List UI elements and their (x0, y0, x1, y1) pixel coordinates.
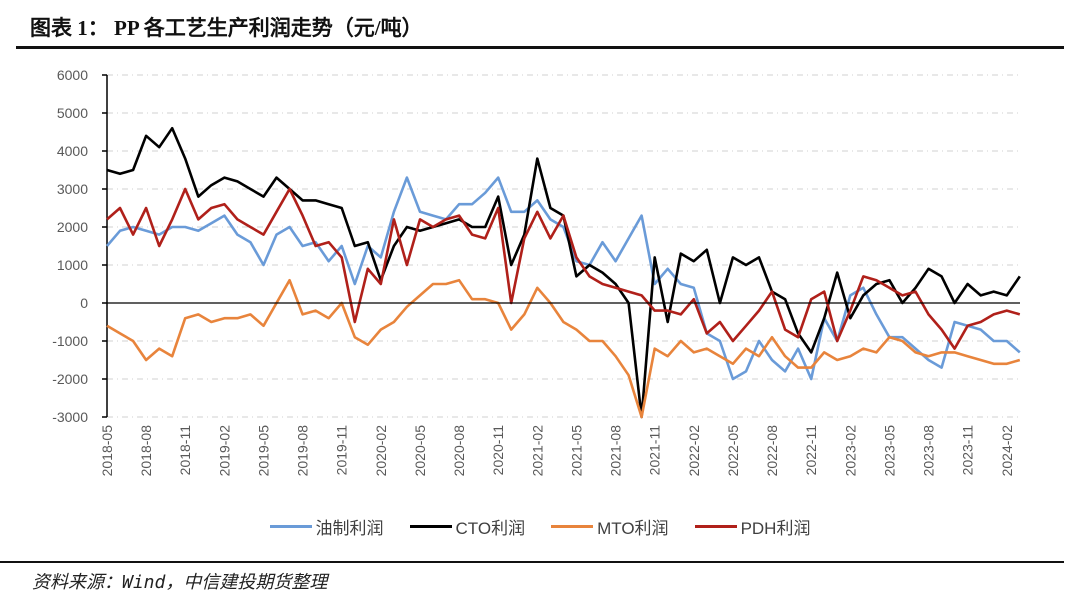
y-tick-label: -1000 (52, 333, 88, 349)
x-tick-label: 2020-11 (490, 425, 506, 476)
y-tick-label: 2000 (57, 219, 88, 235)
x-tick-label: 2019-05 (255, 425, 271, 477)
gridlines (107, 74, 1020, 418)
series-line-1 (106, 126, 1021, 419)
legend-item: MTO利润 (551, 514, 669, 539)
y-tick-label: 6000 (57, 67, 88, 83)
y-tick-label: 5000 (57, 105, 88, 121)
legend-item: 油制利润 (269, 514, 384, 539)
x-tick-label: 2019-08 (295, 425, 311, 477)
x-tick-label: 2021-08 (608, 425, 624, 477)
x-tick-label: 2023-05 (881, 425, 897, 477)
x-tick-label: 2020-08 (451, 425, 467, 477)
x-tick-label: 2020-02 (373, 425, 389, 477)
y-axis: 6000 5000 4000 3000 2000 1000 0 -1000 -2000 -3000 (52, 67, 108, 425)
x-tick-label: 2022-11 (803, 425, 819, 476)
footer-divider (0, 561, 1064, 563)
y-tick-label: -2000 (52, 371, 88, 387)
x-tick-label: 2019-02 (216, 425, 232, 477)
x-tick-label: 2022-08 (764, 425, 780, 477)
x-tick-label: 2020-05 (412, 425, 428, 477)
x-tick-label: 2019-11 (334, 425, 350, 476)
series-line-3 (106, 187, 1021, 350)
x-tick-label: 2021-02 (529, 425, 545, 477)
y-tick-label: 0 (80, 295, 88, 311)
legend-swatch (694, 525, 737, 528)
title-divider (16, 46, 1064, 49)
x-tick-label: 2023-02 (842, 425, 858, 477)
x-tick-label: 2024-02 (999, 425, 1015, 477)
x-tick-label: 2021-11 (647, 425, 663, 476)
series-line-2 (106, 278, 1021, 419)
legend-swatch (269, 525, 312, 528)
source-note: 资料来源：Wind，中信建投期货整理 (32, 572, 328, 593)
legend-label: PDH利润 (740, 519, 811, 538)
x-tick-label: 2018-11 (177, 425, 193, 476)
x-tick-label: 2022-05 (725, 425, 741, 477)
legend-label: CTO利润 (455, 519, 526, 538)
legend-label: 油制利润 (315, 519, 384, 538)
legend: 油制利润 CTO利润 MTO利润 PDH利润 (0, 514, 1080, 539)
x-axis: 2018-05 2018-08 2018-11 2019-02 2019-05 2019-… (99, 425, 1015, 477)
x-tick-label: 2021-05 (568, 425, 584, 477)
y-tick-label: 1000 (57, 257, 88, 273)
x-tick-label: 2023-08 (921, 425, 937, 477)
chart-title: 图表 1： PP 各工艺生产利润走势（元/吨） (30, 16, 423, 40)
legend-swatch (551, 525, 594, 528)
legend-label: MTO利润 (597, 519, 669, 538)
legend-item: CTO利润 (409, 514, 526, 539)
series-lines (106, 126, 1021, 419)
x-tick-label: 2022-02 (686, 425, 702, 477)
series-line-0 (106, 176, 1021, 381)
y-tick-label: -3000 (52, 409, 88, 425)
x-tick-label: 2023-11 (960, 425, 976, 476)
y-tick-label: 4000 (57, 143, 88, 159)
x-tick-label: 2018-08 (138, 425, 154, 477)
legend-item: PDH利润 (694, 514, 811, 539)
y-tick-label: 3000 (57, 181, 88, 197)
legend-swatch (409, 525, 452, 528)
x-tick-label: 2018-05 (99, 425, 115, 477)
